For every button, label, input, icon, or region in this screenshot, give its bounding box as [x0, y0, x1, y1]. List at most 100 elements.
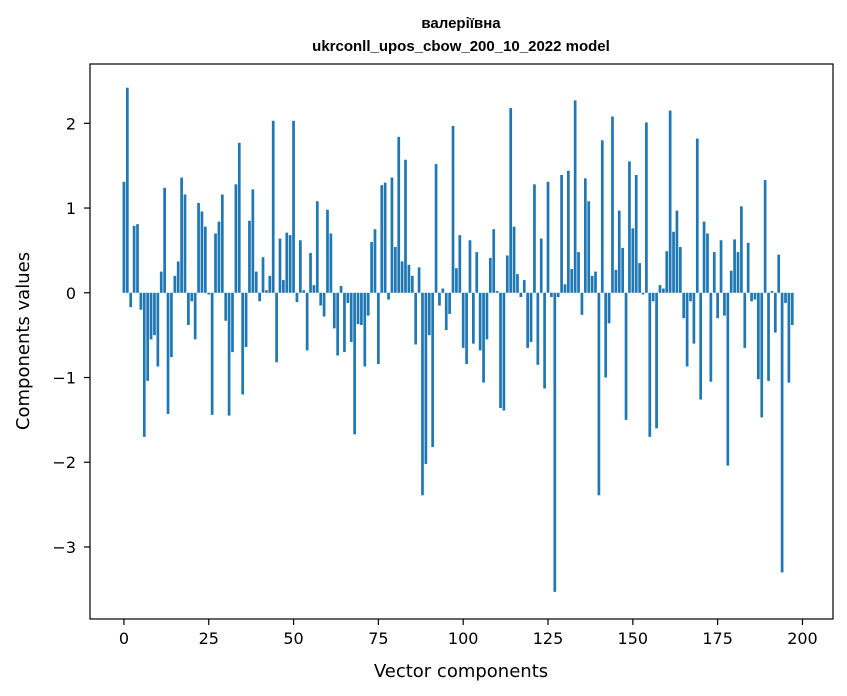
bar [407, 264, 411, 293]
bar [570, 269, 574, 293]
x-axis-label: Vector components [374, 661, 548, 682]
bar [427, 292, 431, 336]
bar [404, 159, 407, 293]
bar [482, 292, 485, 383]
bar [237, 142, 241, 293]
bar [207, 292, 211, 295]
bar [129, 292, 133, 308]
bar [356, 292, 360, 325]
bar [665, 251, 669, 293]
bar [163, 187, 166, 293]
bar [600, 140, 604, 293]
x-tick-label: 25 [199, 629, 219, 648]
bar [349, 292, 353, 342]
bar [668, 110, 672, 293]
y-tick-label: 0 [66, 284, 76, 303]
bar [248, 220, 251, 293]
bars-group [122, 87, 794, 592]
bar [346, 292, 350, 303]
bar [234, 184, 238, 293]
bar [414, 292, 418, 345]
bar [302, 290, 306, 293]
y-tick-label: −1 [52, 369, 76, 388]
bar [146, 292, 150, 381]
bar [465, 292, 468, 364]
bar [241, 292, 245, 395]
bar [149, 292, 153, 340]
bar [587, 201, 591, 293]
bar [533, 184, 536, 293]
bar [478, 292, 482, 351]
bar [288, 235, 292, 293]
bar [393, 247, 397, 293]
bar [597, 292, 601, 496]
bar [526, 292, 530, 348]
plot-frame [89, 63, 834, 620]
bar [784, 292, 787, 303]
bar [719, 240, 723, 293]
bar [217, 221, 221, 293]
bar [604, 292, 608, 378]
bar [282, 280, 285, 293]
bar [261, 257, 265, 293]
bar [567, 170, 570, 293]
bar [655, 292, 658, 429]
bar [227, 292, 231, 416]
bar [594, 271, 597, 293]
bar [662, 288, 665, 293]
bar [312, 285, 316, 293]
bar [125, 87, 129, 293]
x-tick-label: 50 [283, 629, 303, 648]
bar [539, 238, 543, 293]
bar [139, 292, 143, 310]
bar [275, 292, 278, 363]
bar [458, 235, 462, 293]
bar [197, 202, 200, 293]
y-tick-label: −2 [52, 453, 76, 472]
bar [516, 274, 519, 293]
bar [678, 247, 682, 293]
bar [645, 122, 648, 293]
x-tick-label: 0 [119, 629, 129, 648]
bar [770, 291, 774, 293]
bar [573, 100, 577, 293]
bar [790, 292, 794, 325]
x-tick-label: 75 [368, 629, 388, 648]
bar [621, 247, 625, 293]
bar [692, 292, 696, 344]
x-tick-label: 125 [533, 629, 564, 648]
bar [767, 292, 770, 381]
bar [254, 271, 258, 293]
bar [760, 292, 764, 418]
bar [438, 292, 441, 306]
bar [377, 292, 380, 364]
bar [607, 292, 611, 324]
bar [210, 292, 214, 415]
bar [322, 292, 326, 317]
bar [370, 241, 373, 293]
bar [773, 292, 777, 333]
bar [200, 211, 204, 293]
bar [271, 120, 275, 293]
bar [590, 275, 594, 293]
bar [631, 228, 635, 293]
bar [522, 280, 526, 293]
bar [295, 292, 299, 303]
bar [156, 292, 160, 367]
bar [132, 225, 136, 293]
bar [292, 120, 295, 293]
bar [685, 292, 689, 367]
bar [397, 136, 401, 293]
bar [251, 189, 255, 293]
bar [550, 292, 553, 298]
bar [777, 254, 781, 293]
bar [529, 292, 533, 342]
bar [373, 229, 377, 293]
bar [278, 238, 282, 293]
bar [244, 292, 248, 348]
bar [648, 292, 652, 437]
y-tick-label: 1 [66, 199, 76, 218]
x-axis-ticks: 0 25 50 75 100 125 150 175 200 [119, 619, 818, 648]
bar [258, 292, 261, 302]
bar [787, 292, 791, 383]
